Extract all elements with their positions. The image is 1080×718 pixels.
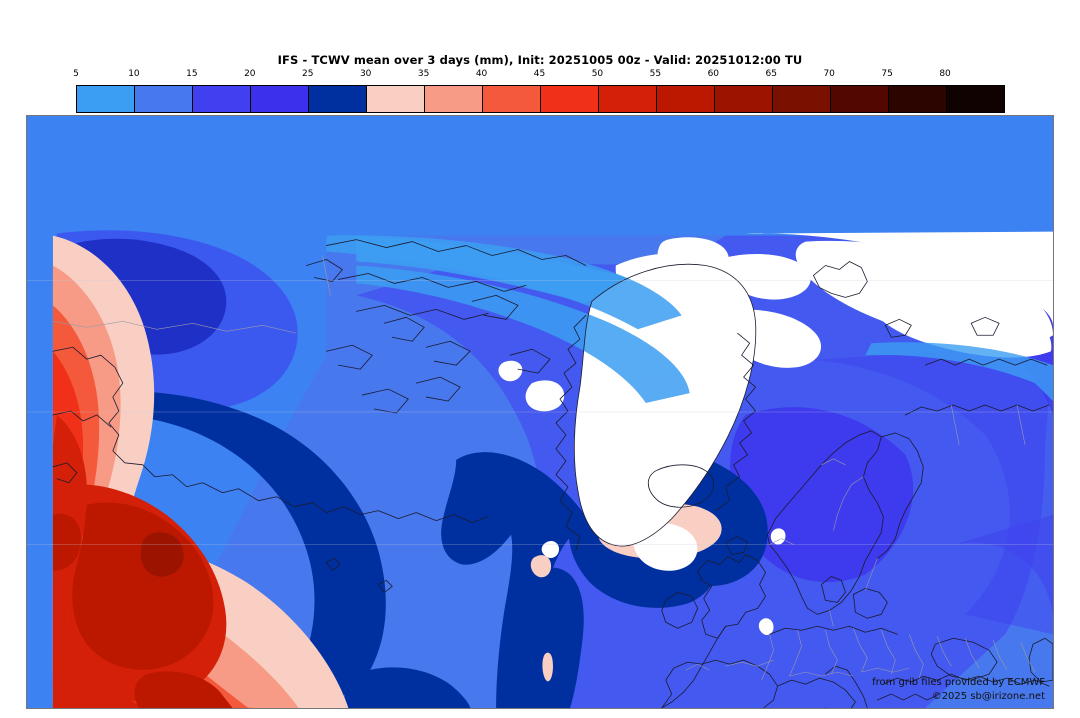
colorbar-segment-15: [193, 86, 251, 112]
colorbar-segment-45: [541, 86, 599, 112]
colorbar-tick-60: 60: [707, 69, 720, 79]
colorbar-segment-10: [135, 86, 193, 112]
colorbar-gradient: [76, 85, 1005, 113]
arctic-light-band: [326, 235, 690, 404]
colorbar-tick-35: 35: [417, 69, 430, 79]
colorbar-segment-55: [657, 86, 715, 112]
colorbar-segment-70: [831, 86, 889, 112]
colorbar-tick-75: 75: [881, 69, 893, 79]
colorbar-segment-30: [367, 86, 425, 112]
colorbar-segment-25: [309, 86, 367, 112]
colorbar: 5 10 15 20 25 30 35 40 45 50 55 60 65 70 75 80: [73, 69, 1005, 113]
colorbar-tick-65: 65: [765, 69, 777, 79]
colorbar-segment-60: [715, 86, 773, 112]
colorbar-tick-20: 20: [244, 69, 256, 79]
colorbar-segment-50: [599, 86, 657, 112]
colorbar-tick-15: 15: [186, 69, 198, 79]
colorbar-tick-labels: 5 10 15 20 25 30 35 40 45 50 55 60 65 70 75 80: [73, 69, 1003, 85]
colorbar-segment-20: [251, 86, 309, 112]
country-borders: [52, 255, 1036, 681]
colorbar-tick-5: 5: [73, 69, 79, 79]
map-svg: [27, 116, 1053, 708]
colorbar-tick-45: 45: [533, 69, 546, 79]
colorbar-segment-5: [77, 86, 135, 112]
colorbar-tick-30: 30: [359, 69, 372, 79]
graticule: [27, 280, 1053, 545]
colorbar-segment-75: [889, 86, 947, 112]
colorbar-tick-40: 40: [475, 69, 488, 79]
colorbar-segment-35: [425, 86, 483, 112]
colorbar-tick-50: 50: [591, 69, 604, 79]
page-title: IFS - TCWV mean over 3 days (mm), Init: …: [277, 53, 803, 67]
map-canvas[interactable]: from grib files provided by ECMWF ©2025 …: [26, 115, 1054, 709]
colorbar-tick-55: 55: [649, 69, 662, 79]
colorbar-tick-25: 25: [302, 69, 314, 79]
colorbar-segment-65: [773, 86, 831, 112]
colorbar-tick-80: 80: [939, 69, 951, 79]
colorbar-tick-70: 70: [823, 69, 835, 79]
colorbar-tick-10: 10: [128, 69, 140, 79]
colorbar-segment-40: [483, 86, 541, 112]
colorbar-segment-80: [947, 86, 1004, 112]
coastlines: [52, 239, 1053, 708]
